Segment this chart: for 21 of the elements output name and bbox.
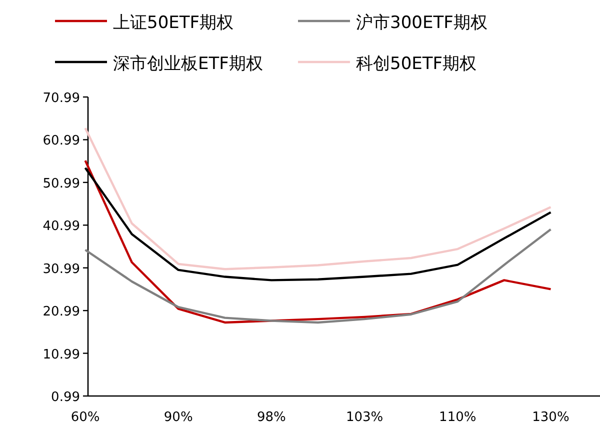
legend-label: 沪市300ETF期权: [356, 13, 488, 33]
line-series: [84, 160, 552, 324]
line-series: [84, 228, 552, 324]
x-tick-label: 98%: [257, 410, 286, 425]
line-series: [84, 127, 552, 270]
y-tick-label: 20.99: [42, 304, 80, 320]
x-tick-label: 103%: [346, 410, 384, 425]
x-tick-label: 130%: [532, 410, 570, 425]
y-tick-label: 60.99: [42, 134, 80, 149]
legend-label: 上证50ETF期权: [113, 13, 234, 33]
y-tick-label: 0.99: [51, 390, 80, 405]
y-tick-label: 70.99: [42, 91, 80, 106]
x-tick-label: 90%: [164, 410, 193, 425]
legend-label: 深市创业板ETF期权: [113, 54, 263, 74]
legend-label: 科创50ETF期权: [356, 54, 477, 74]
x-tick-label: 110%: [439, 410, 476, 425]
x-tick-label: 60%: [70, 410, 100, 425]
y-tick-label: 40.99: [42, 219, 80, 234]
y-tick-label: 10.99: [42, 347, 80, 362]
y-tick-label: 30.99: [42, 262, 80, 277]
y-tick-label: 50.99: [42, 176, 80, 192]
